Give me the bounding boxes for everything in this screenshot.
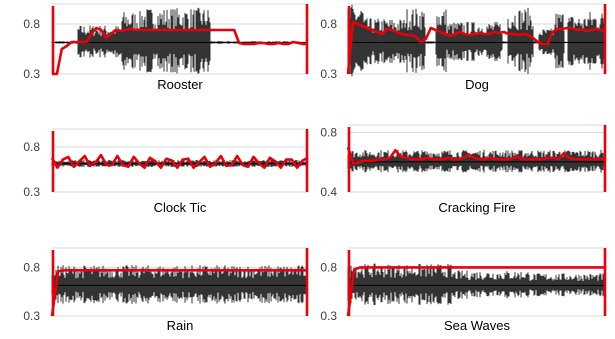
y-tick-label: 0.3 (23, 185, 40, 199)
panel-rooster: 0.8 0.3 Rooster (23, 3, 309, 92)
y-tick-label: 0.3 (23, 67, 40, 81)
panel-dog: 0.8 0.3 Dog (320, 3, 607, 92)
y-tick-label: 0.3 (23, 309, 40, 323)
y-tick-label: 0.8 (23, 260, 40, 274)
y-tick-label: 0.3 (320, 309, 337, 323)
panel-title: Sea Waves (444, 318, 510, 333)
panel-cracking-fire: 0.8 0.4 Cracking Fire (320, 124, 607, 215)
y-tick-label: 0.8 (23, 140, 40, 154)
waveform (347, 4, 606, 77)
envelope-line (52, 26, 308, 76)
envelope-line (50, 268, 308, 317)
waveform (51, 7, 308, 74)
panel-title: Rooster (157, 77, 203, 92)
panel-title: Rain (167, 318, 194, 333)
panel-title: Dog (465, 77, 489, 92)
y-tick-label: 0.8 (320, 17, 337, 31)
envelope-line (346, 20, 607, 75)
y-tick-label: 0.8 (320, 125, 337, 139)
envelope-line (346, 146, 606, 165)
y-tick-label: 0.8 (320, 260, 337, 274)
y-tick-label: 0.3 (320, 67, 337, 81)
panel-title: Clock Tic (154, 200, 207, 215)
y-tick-label: 0.4 (320, 185, 337, 199)
panel-title: Cracking Fire (438, 200, 515, 215)
y-tick-label: 0.8 (23, 17, 40, 31)
panel-sea-waves: 0.8 0.3 Sea Waves (320, 247, 607, 333)
waveform (347, 263, 606, 305)
panel-rain: 0.8 0.3 Rain (23, 247, 309, 333)
waveform (347, 149, 606, 173)
panel-clock-tic: 0.8 0.3 Clock Tic (23, 128, 309, 215)
envelope-line (50, 153, 309, 169)
envelope-line (346, 266, 606, 317)
